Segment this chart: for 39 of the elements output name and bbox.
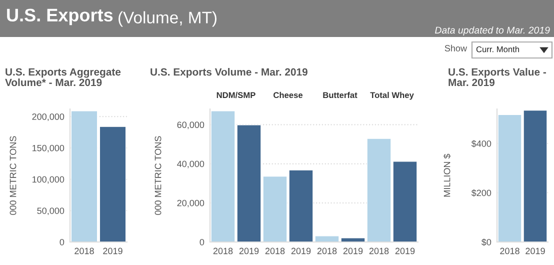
y-tick-label: 0 [200,238,204,246]
x-tick-label: 2019 [526,248,545,254]
y-tick-label: $0 [482,238,492,246]
y-tick-label: 150,000 [32,144,64,152]
y-tick-label: 60,000 [177,122,204,130]
x-tick-label: 2018 [74,248,94,254]
x-tick-label: 2018 [369,248,389,254]
x-tick-label: 2019 [395,248,415,254]
x-tick-label: 2018 [500,248,520,254]
text: Curr. Month [476,46,519,52]
x-tick-label: 2019 [291,248,311,254]
x-tick-label: 2018 [265,248,285,254]
y-tick-label: 100,000 [32,176,64,184]
chart-title: U.S. Exports Aggregate Volume* - Mar. 2019 [5,68,121,86]
text: Show [444,44,468,52]
text: (Volume, MT) [118,11,216,27]
y-tick-label: 20,000 [177,200,204,208]
y-tick-label: $200 [471,189,492,197]
text: NDM/SMP [216,92,256,98]
y-tick-label: $400 [471,140,492,148]
y-axis-title: 000 METRIC TONS [10,136,16,215]
y-tick-label: 50,000 [37,208,64,216]
chart-title: U.S. Exports Value - Mar. 2019 [448,68,546,86]
y-tick-label: 200,000 [32,113,64,121]
text: Total Whey [370,92,414,100]
x-tick-label: 2019 [103,248,122,254]
y-axis-title: MILLION $ [443,154,451,197]
y-tick-label: 40,000 [177,160,204,168]
text: Cheese [274,92,303,98]
text: U.S. Exports [7,8,113,26]
chart-title: U.S. Exports Volume - Mar. 2019 [150,68,308,78]
x-tick-label: 2018 [213,248,233,254]
y-tick-label: 0 [60,238,64,246]
x-tick-label: 2019 [343,248,363,254]
y-axis-title: 000 METRIC TONS [154,136,162,215]
x-tick-label: 2018 [317,248,337,254]
text: Data updated to Mar. 2019 [435,26,550,36]
text: Butterfat [323,92,358,98]
x-tick-label: 2019 [239,248,259,254]
